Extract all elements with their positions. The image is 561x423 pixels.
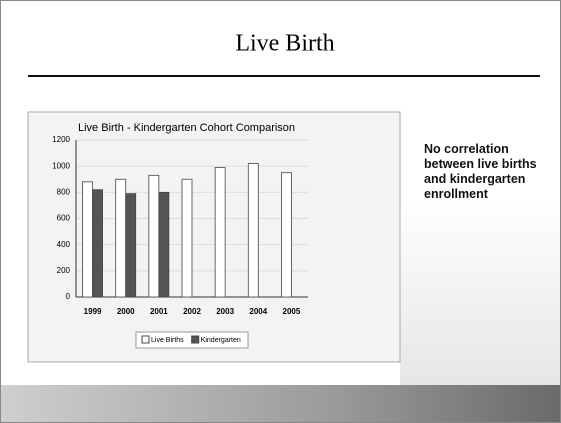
- x-tick-label: 2002: [183, 307, 201, 316]
- y-tick-label: 200: [57, 266, 71, 275]
- bar: [281, 172, 292, 298]
- y-tick-label: 0: [66, 292, 71, 301]
- x-tick-label: 2001: [150, 307, 168, 316]
- bar: [115, 178, 127, 298]
- decor: [400, 200, 560, 385]
- bar: [158, 191, 170, 298]
- bar: [181, 178, 193, 298]
- chart-title: Live Birth - Kindergarten Cohort Compari…: [78, 122, 295, 134]
- bar: [82, 181, 93, 298]
- slide-title: Live Birth: [235, 31, 334, 57]
- x-tick-label: 2005: [283, 307, 301, 316]
- bar: [247, 163, 259, 298]
- y-tick-label: 600: [57, 214, 71, 223]
- y-tick-label: 800: [57, 187, 71, 196]
- note: No correlation between live births and k…: [424, 142, 537, 201]
- bar: [214, 167, 226, 298]
- y-tick-label: 400: [57, 240, 71, 249]
- x-tick-label: 2000: [117, 307, 135, 316]
- bar: [92, 189, 103, 298]
- legend-swatch: [191, 335, 200, 344]
- legend-label: Live Births: [151, 337, 184, 344]
- bar: [148, 174, 160, 298]
- legend-swatch: [141, 335, 150, 344]
- footer-band: [1, 385, 560, 422]
- x-tick-label: 2004: [249, 307, 267, 316]
- x-tick-label: 2003: [216, 307, 234, 316]
- x-tick-label: 1999: [84, 307, 102, 316]
- legend-label: Kindergarten: [201, 337, 241, 344]
- y-tick-label: 1000: [52, 161, 70, 170]
- bar: [125, 193, 137, 298]
- y-tick-label: 1200: [52, 135, 70, 144]
